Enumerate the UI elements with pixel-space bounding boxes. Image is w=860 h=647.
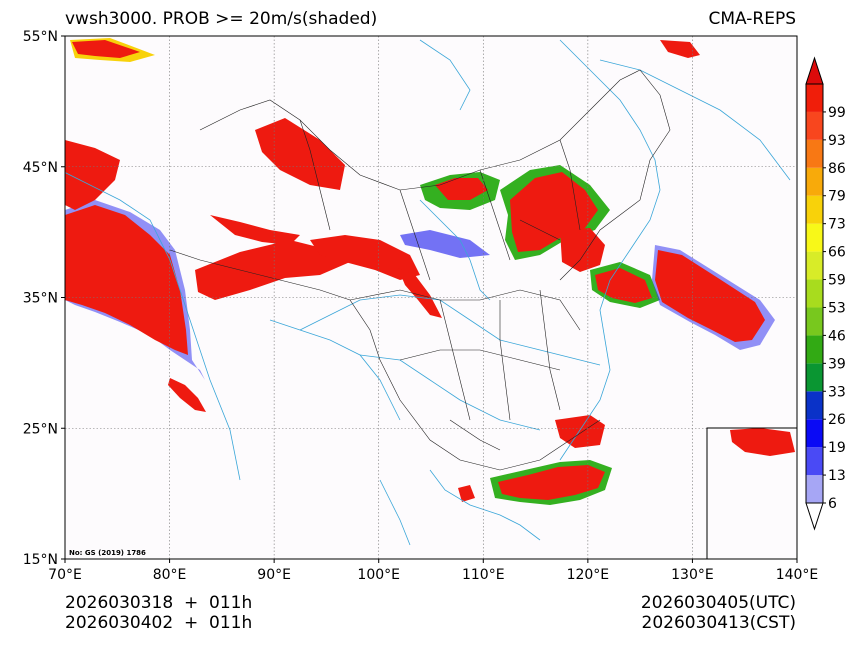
colorbar-segment — [806, 279, 823, 308]
shade-qinghai — [310, 235, 420, 280]
shade-west-high — [65, 205, 188, 355]
lat-tick-label: 55°N — [23, 29, 58, 45]
colorbar-label: 26 — [828, 412, 846, 428]
colorbar-segment — [806, 307, 823, 336]
valid-time-cst: 2026030413(CST) — [641, 613, 796, 633]
colorbar-label: 19 — [828, 440, 846, 456]
colorbar-over-arrow — [805, 56, 824, 85]
colorbar-segment — [806, 447, 823, 476]
shade-central-low — [400, 230, 490, 258]
init-time-cst: 2026030402 + 011h — [65, 613, 253, 633]
shade-inset — [730, 428, 795, 456]
lon-tick-label: 130°E — [671, 567, 714, 583]
footer-init-times: 2026030318 + 011h 2026030402 + 011h — [65, 593, 252, 633]
colorbar-segment — [806, 419, 823, 448]
colorbar-label: 46 — [828, 328, 846, 344]
init-time-utc: 2026030318 + 011h — [65, 593, 253, 613]
map-title: vwsh3000. PROB >= 20m/s(shaded) — [65, 9, 378, 29]
colorbar-segment — [806, 139, 823, 168]
colorbar: 6 13 19 26 33 39 46 53 59 66 73 79 86 93 99 — [805, 56, 846, 531]
axis-ticks: 70°E 80°E 90°E 100°E 110°E 120°E 130°E 140°E 15°… — [23, 29, 819, 583]
lon-tick-label: 70°E — [48, 567, 82, 583]
copyright-label: No: GS (2019) 1786 — [69, 549, 146, 557]
shade-scs-west — [458, 485, 475, 502]
colorbar-segment — [806, 167, 823, 196]
lat-tick-label: 15°N — [23, 552, 58, 568]
lat-tick-label: 25°N — [23, 421, 58, 437]
colorbar-label: 6 — [828, 496, 837, 512]
colorbar-label: 79 — [828, 189, 846, 205]
colorbar-label: 73 — [828, 217, 846, 233]
colorbar-label: 66 — [828, 245, 846, 261]
colorbar-label: 99 — [828, 105, 846, 121]
shade-bohai-high — [595, 268, 652, 303]
colorbar-segment — [806, 391, 823, 420]
map-content: No: GS (2019) 1786 — [65, 36, 797, 559]
footer-valid-times: 2026030405(UTC) 2026030413(CST) — [641, 593, 796, 633]
colorbar-segment — [806, 335, 823, 364]
colorbar-label: 13 — [828, 468, 846, 484]
boundaries — [169, 69, 671, 471]
colorbar-label: 86 — [828, 161, 846, 177]
lon-tick-label: 80°E — [153, 567, 187, 583]
shade-taiwan-north — [555, 415, 605, 448]
colorbar-label: 59 — [828, 273, 846, 289]
colorbar-frame — [805, 83, 824, 504]
shade-tibet-north — [195, 240, 350, 300]
colorbar-segment — [806, 195, 823, 224]
colorbar-label: 53 — [828, 300, 846, 316]
shade-northwest — [65, 140, 120, 210]
lon-tick-label: 120°E — [567, 567, 610, 583]
shade-northeast-high — [510, 172, 598, 252]
shade-north-edge — [660, 40, 700, 58]
colorbar-segment — [806, 363, 823, 392]
colorbar-segment — [806, 251, 823, 280]
shade-kunlun — [210, 215, 300, 245]
colorbar-label: 93 — [828, 133, 846, 149]
shade-mongolia-high — [435, 178, 488, 200]
model-name: CMA-REPS — [708, 9, 796, 29]
shaded-regions — [65, 38, 795, 505]
colorbar-segment — [806, 223, 823, 252]
colorbar-under-arrow — [805, 502, 824, 531]
shade-scs-high — [498, 465, 605, 500]
colorbar-label: 39 — [828, 356, 846, 372]
lon-tick-label: 140°E — [776, 567, 819, 583]
lon-tick-label: 90°E — [257, 567, 291, 583]
lon-tick-label: 110°E — [462, 567, 505, 583]
south-china-sea-inset — [706, 427, 797, 559]
shade-tianshan — [255, 118, 345, 190]
lat-tick-label: 35°N — [23, 291, 58, 307]
shade-corner-high — [72, 40, 140, 58]
valid-time-utc: 2026030405(UTC) — [640, 593, 796, 613]
colorbar-segment — [806, 111, 823, 140]
colorbar-segment — [806, 84, 823, 112]
colorbar-segment — [806, 475, 823, 503]
shade-southwest — [168, 378, 206, 412]
shade-sichuan — [398, 268, 442, 318]
lon-tick-label: 100°E — [357, 567, 400, 583]
colorbar-label: 33 — [828, 384, 846, 400]
shade-korea-high — [655, 250, 765, 342]
lat-tick-label: 45°N — [23, 160, 58, 176]
graticule — [65, 36, 797, 559]
